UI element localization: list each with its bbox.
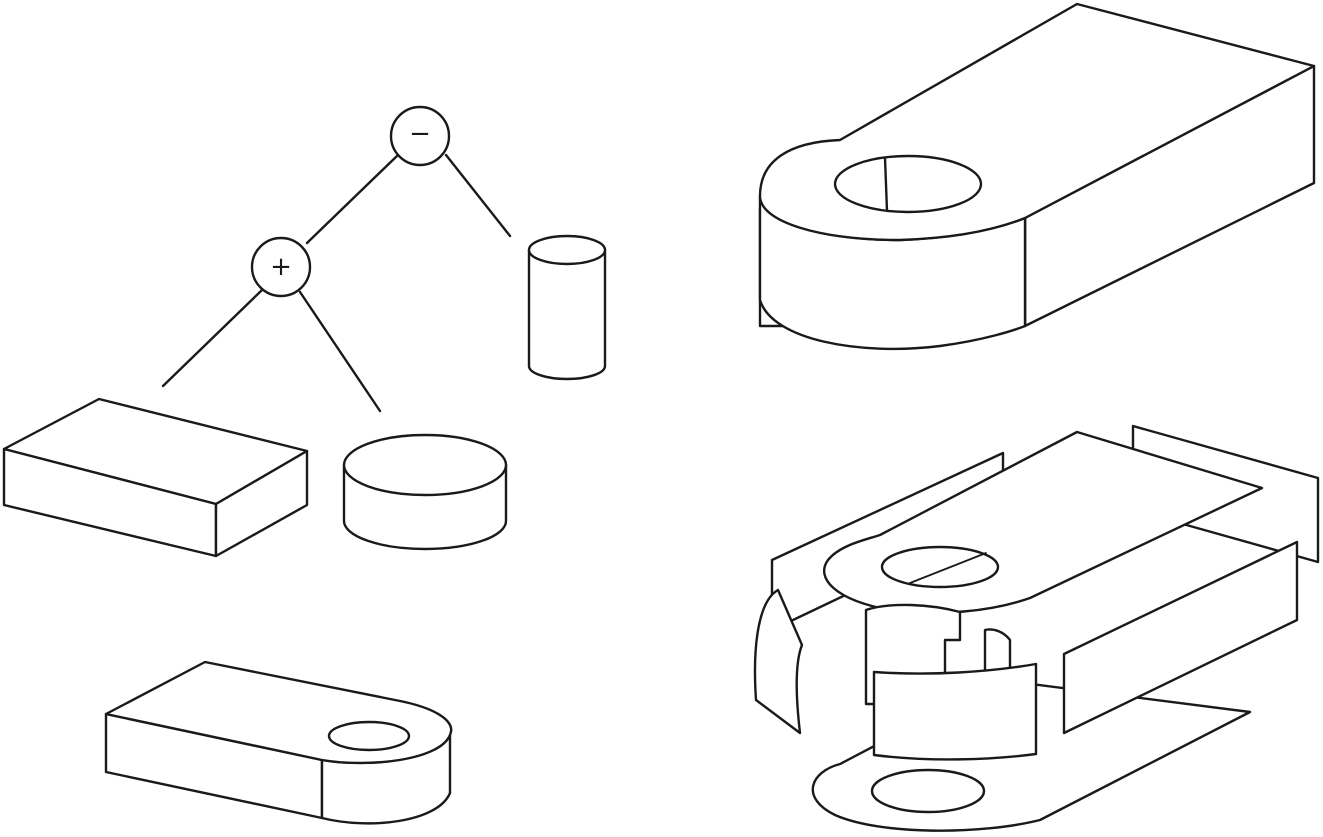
exploded-front-curved-panel: [872, 662, 1038, 761]
exploded-right-panel: [1062, 540, 1299, 735]
difference-operator-label: −: [409, 119, 431, 149]
tree-edge-root-to-cylinder: [444, 153, 512, 238]
exploded-top-hole-seam: [909, 552, 987, 584]
exploded-faces-result: [753, 424, 1320, 832]
tall-cylinder-primitive: [527, 234, 607, 381]
tree-edge-union-to-box: [161, 288, 264, 388]
difference-operator-node: −: [389, 105, 451, 167]
solid-hole-inner-edge: [883, 156, 889, 213]
difference-node-circle: [389, 105, 451, 167]
tree-edge-root-to-union: [305, 153, 400, 245]
union-operator-label: +: [270, 252, 292, 282]
box-side-face: [214, 449, 309, 558]
solid-hole: [833, 154, 983, 214]
union-node-circle: [250, 236, 312, 298]
box-primitive: [2, 397, 309, 558]
short-cylinder-primitive: [342, 433, 508, 551]
csg-tree: − +: [161, 105, 512, 413]
merged-solid-result: [104, 660, 453, 825]
union-operator-node: +: [250, 236, 312, 298]
exploded-left-curved-strip: [753, 588, 804, 735]
tree-edge-union-to-disk: [298, 290, 382, 413]
short-cylinder-top: [342, 433, 508, 497]
solid-with-hole-result: [758, 2, 1316, 351]
merged-solid-top-ellipse: [327, 720, 411, 752]
exploded-bottom-hole: [870, 768, 986, 814]
exploded-top-hole: [880, 545, 1000, 589]
tall-cylinder-top: [527, 234, 607, 266]
tall-cylinder-body: [527, 248, 607, 381]
